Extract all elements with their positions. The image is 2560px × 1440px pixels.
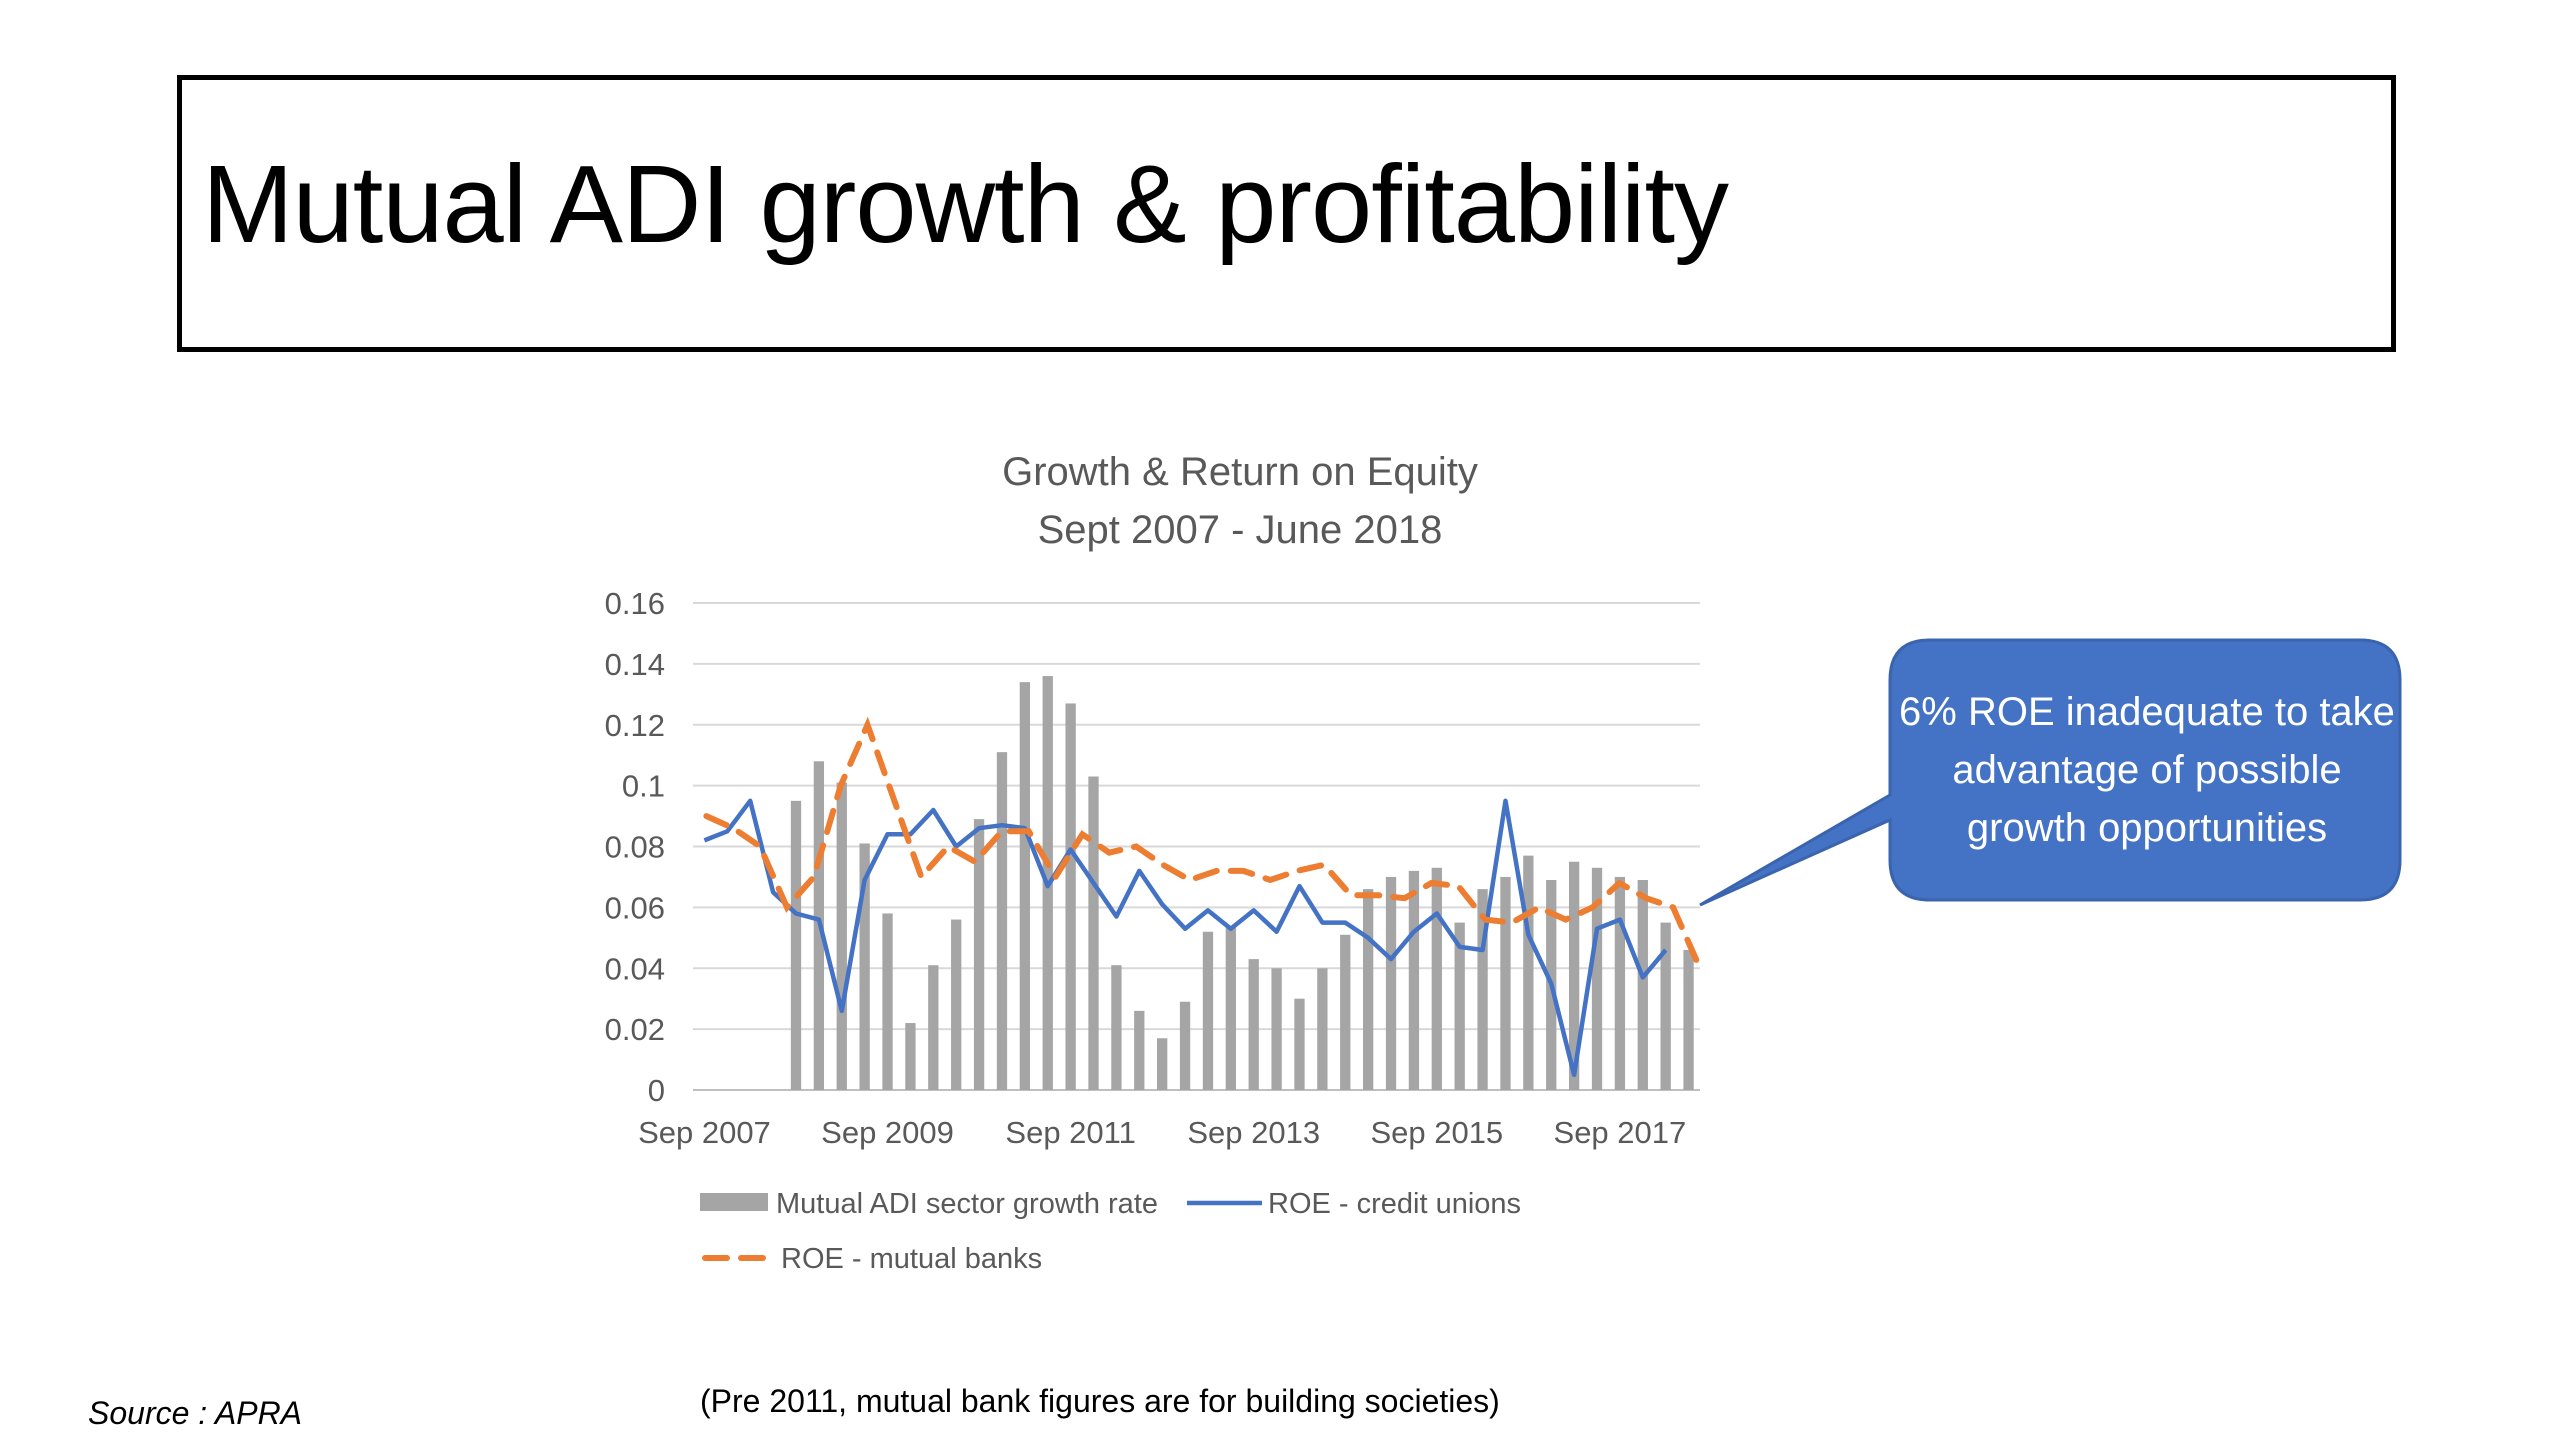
growth-bar	[1317, 968, 1328, 1090]
y-tick-label: 0.08	[605, 830, 665, 865]
growth-bar	[1271, 968, 1282, 1090]
growth-bar	[1408, 870, 1420, 1090]
growth-bar	[1294, 998, 1305, 1090]
y-tick-label: 0.02	[605, 1012, 665, 1047]
growth-bar	[882, 913, 893, 1090]
y-tick-label: 0.06	[605, 890, 665, 925]
callout-shape	[1699, 638, 2402, 907]
legend-label-credit-unions: ROE - credit unions	[1268, 1188, 1521, 1220]
growth-bar	[1568, 861, 1580, 1090]
y-tick-label: 0.16	[605, 586, 665, 621]
growth-bar	[790, 800, 802, 1090]
growth-bar	[1683, 949, 1694, 1090]
growth-bar	[1065, 703, 1076, 1090]
growth-bar	[996, 752, 1008, 1090]
growth-bar	[1088, 776, 1099, 1090]
growth-bar	[1477, 889, 1488, 1090]
growth-bar	[1637, 879, 1648, 1090]
y-tick-label: 0	[648, 1073, 665, 1108]
source-note: Source : APRA	[88, 1395, 303, 1431]
growth-bar	[905, 1023, 916, 1090]
y-tick-label: 0.04	[605, 951, 665, 986]
growth-roe-chart: Growth & Return on Equity Sept 2007 - Jun…	[605, 450, 1703, 1275]
growth-bar	[1225, 925, 1236, 1090]
growth-bar	[973, 819, 985, 1090]
slide-title: Mutual ADI growth & profitability	[202, 143, 1729, 266]
growth-bar	[1660, 922, 1671, 1090]
y-tick-label: 0.14	[605, 647, 665, 682]
chart-subtitle: Sept 2007 - June 2018	[1038, 508, 1443, 552]
growth-bar	[1614, 876, 1626, 1090]
legend-label-mutual-banks: ROE - mutual banks	[781, 1243, 1042, 1275]
growth-bar	[1362, 889, 1374, 1090]
x-tick-label: Sep 2011	[1005, 1115, 1135, 1150]
growth-bar	[1019, 682, 1031, 1090]
title-box: Mutual ADI growth & profitability	[177, 75, 2396, 352]
growth-bar	[951, 919, 962, 1090]
growth-bar	[1157, 1038, 1168, 1090]
growth-bar	[1385, 876, 1397, 1090]
callout-text: 6% ROE inadequate to take advantage of p…	[1899, 690, 2395, 850]
growth-bar	[1454, 922, 1465, 1090]
x-tick-label: Sep 2007	[638, 1115, 771, 1150]
mutual-banks-line	[703, 716, 1703, 972]
growth-bar	[836, 782, 847, 1090]
credit-unions-line	[703, 798, 1668, 1078]
growth-bar	[1202, 931, 1214, 1090]
growth-bar	[1591, 867, 1603, 1090]
growth-bar	[1111, 965, 1122, 1090]
growth-bar	[1431, 867, 1442, 1090]
legend-label-growth: Mutual ADI sector growth rate	[776, 1188, 1158, 1220]
x-tick-label: Sep 2013	[1187, 1115, 1320, 1150]
y-tick-label: 0.12	[605, 708, 665, 743]
legend-swatch-growth	[700, 1193, 768, 1211]
growth-bar	[1523, 855, 1534, 1090]
chart-title: Growth & Return on Equity	[1002, 450, 1478, 494]
y-tick-label: 0.1	[622, 769, 665, 804]
growth-bar	[1248, 959, 1259, 1090]
x-tick-label: Sep 2015	[1370, 1115, 1503, 1150]
growth-bar	[1500, 876, 1511, 1090]
growth-bar	[1179, 1001, 1191, 1090]
x-tick-label: Sep 2017	[1554, 1115, 1687, 1150]
growth-bar	[1134, 1010, 1145, 1090]
x-tick-label: Sep 2009	[821, 1115, 954, 1150]
growth-bar	[1340, 934, 1351, 1090]
footnote: (Pre 2011, mutual bank figures are for b…	[700, 1383, 1500, 1419]
growth-bar	[928, 965, 939, 1090]
growth-bar	[859, 843, 870, 1090]
